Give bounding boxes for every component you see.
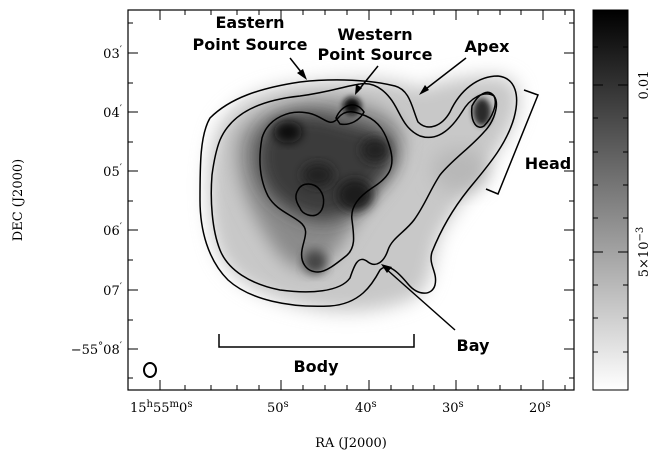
head-inner-contour [470, 91, 496, 128]
label-eastern-line2: Point Source [193, 35, 308, 54]
colorbar-label-top: 0.01 [637, 71, 652, 100]
x-axis-title: RA (J2000) [315, 436, 387, 451]
y-tick-label-3: 06′ [103, 222, 123, 239]
x-tick-label-3: 30s [442, 399, 464, 416]
middle-contour [210, 82, 498, 293]
y-tick-labels: 03′ 04′ 05′ 06′ 07′ −55°08′ [71, 45, 123, 358]
y-tick-label-4: 07′ [103, 282, 123, 299]
colorbar-frame [592, 9, 629, 391]
label-western-line1: Western [337, 25, 412, 44]
label-western-line2: Point Source [318, 45, 433, 64]
axis-ticks [128, 10, 574, 390]
colorbar-gradient [593, 10, 628, 390]
y-tick-label-0: 03′ [103, 45, 123, 62]
inner-contour-hole [295, 183, 325, 217]
label-body: Body [293, 357, 339, 376]
beam-ellipse [143, 362, 157, 378]
contour-lines [199, 75, 518, 308]
head-bracket [485, 89, 539, 195]
x-tick-labels: 15h55m0s 50s 40s 30s 20s [130, 399, 551, 416]
x-tick-label-0: 15h55m0s [130, 399, 192, 416]
outer-contour [199, 75, 518, 308]
colorbar: 0.01 5×10−3 [592, 9, 652, 391]
western-hole [335, 104, 365, 126]
y-tick-label-1: 04′ [103, 104, 123, 121]
label-bay: Bay [457, 336, 491, 355]
bay-arrow-line [384, 267, 456, 331]
x-tick-label-2: 40s [355, 399, 377, 416]
label-apex: Apex [464, 37, 510, 56]
colorbar-label-bottom: 5×10−3 [635, 227, 652, 277]
western-arrow-head [355, 84, 362, 95]
apex-arrow-head [419, 85, 429, 95]
annotations: Eastern Point Source Western Point Sourc… [193, 13, 572, 376]
y-tick-label-2: 05′ [103, 163, 123, 180]
x-tick-label-4: 20s [529, 399, 551, 416]
apex-arrow-line [421, 57, 467, 93]
y-axis-title: DEC (J2000) [11, 159, 26, 241]
eastern-arrow-head [297, 69, 307, 80]
label-eastern-line1: Eastern [215, 13, 284, 32]
plot-frame [127, 9, 575, 391]
annotation-arrows [218, 57, 539, 348]
x-tick-label-1: 50s [267, 399, 289, 416]
body-bracket [218, 334, 415, 348]
bay-arrow-head [381, 264, 392, 273]
y-tick-label-5: −55°08′ [71, 341, 123, 358]
inner-contour-main [259, 111, 393, 273]
label-head: Head [525, 154, 572, 173]
